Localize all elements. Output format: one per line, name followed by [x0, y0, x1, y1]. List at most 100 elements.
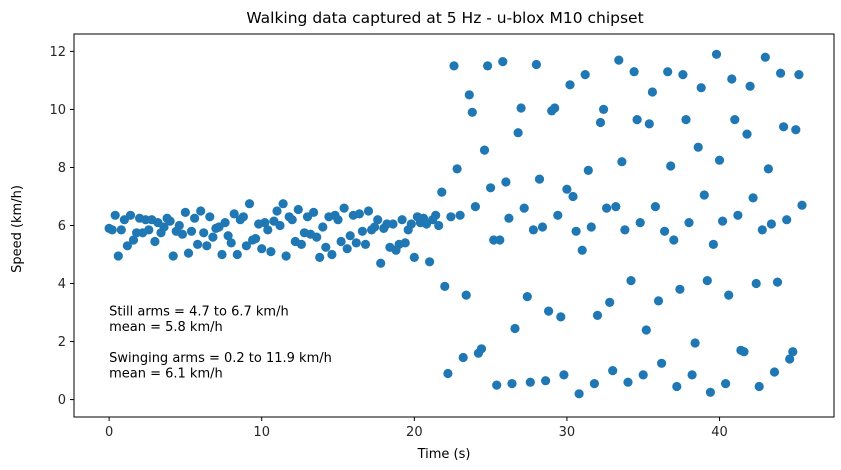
- data-point: [525, 377, 535, 387]
- data-point: [333, 215, 343, 225]
- data-point: [122, 241, 132, 251]
- data-point: [779, 122, 789, 132]
- data-point: [602, 203, 612, 213]
- data-point: [342, 244, 352, 254]
- data-point: [751, 278, 761, 289]
- data-point: [733, 210, 743, 220]
- data-point: [766, 219, 777, 229]
- data-point: [724, 290, 734, 300]
- data-point: [623, 377, 633, 387]
- data-point: [275, 220, 285, 231]
- data-point: [177, 229, 187, 239]
- data-point: [186, 226, 197, 236]
- data-point: [229, 209, 239, 219]
- data-point: [537, 222, 548, 232]
- x-tick-label: 0: [105, 425, 113, 440]
- data-point: [409, 252, 419, 262]
- data-point: [531, 59, 542, 70]
- data-point: [638, 370, 648, 380]
- axis-ticks: 0 10 20 30 40 0 2 4 6 8 10 12: [49, 45, 727, 440]
- data-point: [287, 215, 297, 225]
- chart-title: Walking data captured at 5 Hz - u-blox M…: [246, 9, 643, 27]
- data-point: [675, 284, 685, 294]
- data-point: [776, 68, 786, 78]
- data-point: [660, 226, 670, 236]
- data-point: [244, 199, 255, 209]
- data-point: [452, 164, 462, 174]
- data-point: [672, 381, 682, 392]
- x-tick-label: 10: [253, 425, 270, 440]
- data-point: [714, 155, 725, 165]
- y-tick-label: 6: [58, 219, 66, 234]
- data-point: [693, 142, 703, 152]
- data-point: [772, 277, 783, 287]
- data-point: [363, 206, 374, 216]
- data-point: [446, 212, 456, 222]
- data-point: [678, 70, 688, 80]
- y-tick-label: 2: [58, 335, 66, 350]
- data-point: [107, 225, 117, 235]
- data-point: [321, 242, 331, 252]
- data-point: [437, 187, 447, 197]
- data-point: [580, 70, 590, 80]
- data-point: [199, 228, 209, 238]
- data-point: [278, 199, 288, 209]
- data-point: [434, 220, 444, 231]
- data-point: [165, 216, 175, 226]
- data-point: [315, 252, 325, 262]
- data-point: [309, 207, 319, 217]
- data-point: [528, 225, 539, 235]
- data-point: [574, 389, 584, 399]
- data-point: [238, 212, 248, 222]
- data-point: [257, 244, 267, 254]
- data-point: [611, 202, 621, 212]
- points-layer: [104, 49, 807, 399]
- data-point: [400, 238, 410, 248]
- data-point: [327, 249, 337, 260]
- data-point: [626, 276, 636, 286]
- annotation-line: mean = 6.1 km/h: [109, 366, 223, 381]
- data-point: [260, 218, 270, 228]
- data-point: [727, 74, 737, 84]
- data-point: [205, 212, 215, 222]
- data-point: [763, 164, 774, 174]
- data-point: [592, 310, 603, 320]
- data-point: [794, 70, 804, 80]
- data-point: [550, 103, 560, 113]
- data-point: [397, 215, 407, 225]
- data-point: [684, 218, 694, 228]
- data-point: [495, 235, 505, 245]
- data-point: [599, 104, 609, 114]
- data-point: [510, 323, 520, 334]
- data-point: [699, 190, 709, 200]
- y-tick-label: 8: [58, 161, 66, 176]
- data-point: [586, 222, 596, 232]
- data-point: [293, 204, 303, 215]
- data-point: [202, 241, 212, 251]
- data-point: [641, 325, 651, 335]
- data-point: [629, 67, 639, 77]
- annotation-line: mean = 5.8 km/h: [109, 320, 223, 335]
- data-point: [583, 165, 593, 175]
- data-point: [360, 239, 371, 249]
- data-point: [336, 236, 346, 247]
- data-point: [159, 222, 169, 232]
- data-point: [571, 226, 581, 236]
- data-point: [263, 225, 273, 235]
- data-point: [657, 358, 667, 368]
- data-point: [241, 241, 251, 251]
- data-point: [406, 219, 416, 229]
- data-point: [681, 115, 691, 125]
- data-point: [760, 52, 770, 62]
- data-point: [376, 258, 386, 268]
- data-point: [614, 55, 624, 65]
- data-point: [354, 209, 364, 219]
- data-point: [568, 191, 578, 202]
- data-point: [180, 207, 190, 217]
- data-point: [476, 344, 487, 354]
- data-point: [522, 292, 532, 302]
- data-point: [370, 222, 380, 232]
- data-point: [791, 125, 801, 135]
- data-point: [620, 225, 630, 235]
